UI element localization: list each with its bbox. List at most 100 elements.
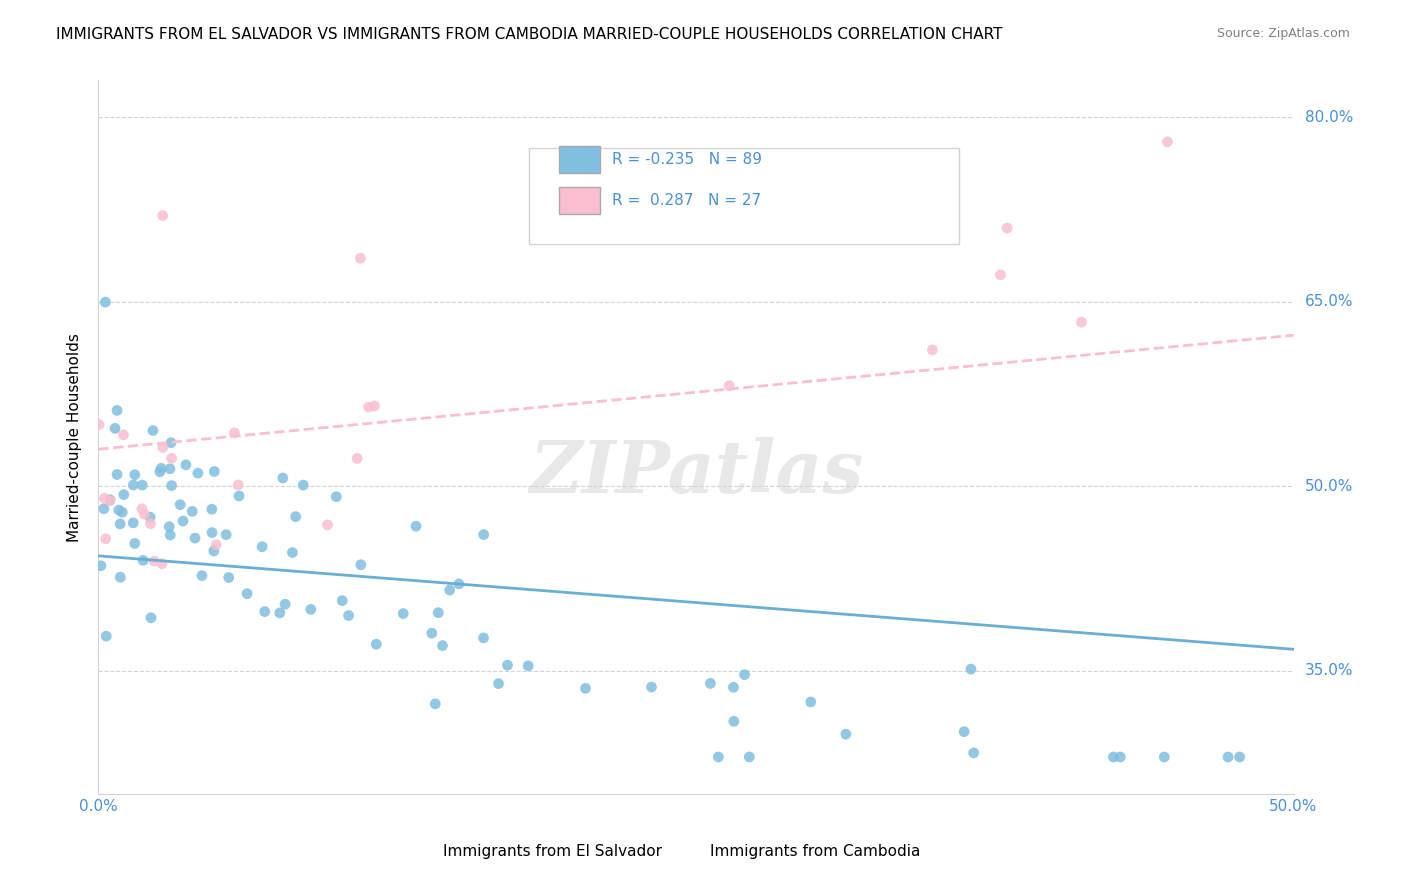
Immigrants from El Salvador — [800, 695, 823, 709]
FancyBboxPatch shape — [529, 148, 959, 244]
Immigrants from El Salvador — [574, 681, 596, 696]
Immigrants from El Salvador — [105, 467, 128, 482]
Immigrants from El Salvador — [960, 662, 983, 676]
Immigrants from Cambodia — [98, 494, 121, 508]
Immigrants from El Salvador — [202, 465, 225, 479]
Immigrants from El Salvador — [201, 525, 224, 540]
Immigrants from El Salvador — [160, 478, 183, 492]
Immigrants from El Salvador — [723, 681, 745, 695]
Immigrants from El Salvador — [184, 531, 207, 545]
Immigrants from Cambodia — [921, 343, 943, 357]
Immigrants from El Salvador — [110, 570, 132, 584]
Immigrants from El Salvador — [172, 514, 194, 528]
Immigrants from El Salvador — [112, 488, 135, 502]
Immigrants from El Salvador — [159, 462, 181, 476]
Immigrants from El Salvador — [139, 611, 162, 625]
Immigrants from El Salvador — [496, 658, 519, 673]
Immigrants from El Salvador — [281, 545, 304, 559]
Immigrants from El Salvador — [202, 544, 225, 558]
Immigrants from El Salvador — [472, 527, 495, 541]
Immigrants from El Salvador — [274, 597, 297, 611]
Immigrants from El Salvador — [253, 605, 276, 619]
Immigrants from El Salvador — [366, 637, 388, 651]
Immigrants from Cambodia — [205, 538, 228, 552]
Immigrants from El Salvador — [325, 490, 347, 504]
Immigrants from El Salvador — [98, 492, 121, 507]
Immigrants from El Salvador — [250, 540, 273, 554]
Immigrants from El Salvador — [131, 478, 153, 492]
Immigrants from Cambodia — [346, 451, 368, 466]
Text: Immigrants from El Salvador: Immigrants from El Salvador — [443, 844, 662, 859]
Immigrants from El Salvador — [271, 471, 294, 485]
Y-axis label: Married-couple Households: Married-couple Households — [67, 333, 83, 541]
Immigrants from El Salvador — [517, 658, 540, 673]
Text: R =  0.287   N = 27: R = 0.287 N = 27 — [613, 193, 762, 208]
Text: 65.0%: 65.0% — [1305, 294, 1353, 310]
Immigrants from Cambodia — [152, 209, 174, 223]
Immigrants from El Salvador — [699, 676, 721, 690]
Immigrants from Cambodia — [131, 502, 153, 516]
Immigrants from El Salvador — [218, 570, 240, 584]
Immigrants from Cambodia — [718, 378, 741, 392]
Immigrants from El Salvador — [111, 505, 134, 519]
Immigrants from El Salvador — [160, 435, 183, 450]
Immigrants from El Salvador — [439, 582, 461, 597]
Immigrants from Cambodia — [1156, 135, 1178, 149]
Immigrants from Cambodia — [112, 428, 135, 442]
Immigrants from El Salvador — [1109, 750, 1132, 764]
Text: 50.0%: 50.0% — [1305, 479, 1353, 494]
Immigrants from El Salvador — [734, 667, 756, 681]
Immigrants from Cambodia — [316, 517, 339, 532]
Immigrants from El Salvador — [108, 516, 131, 531]
Immigrants from El Salvador — [169, 498, 191, 512]
Bar — [558, 146, 600, 173]
Immigrants from Cambodia — [139, 516, 162, 531]
Immigrants from El Salvador — [124, 536, 146, 550]
Immigrants from El Salvador — [723, 714, 745, 729]
Immigrants from El Salvador — [124, 467, 146, 482]
Immigrants from El Salvador — [330, 593, 353, 607]
Immigrants from El Salvador — [157, 520, 180, 534]
Text: 35.0%: 35.0% — [1305, 664, 1353, 678]
Immigrants from El Salvador — [93, 501, 115, 516]
Immigrants from El Salvador — [159, 528, 181, 542]
Immigrants from El Salvador — [104, 421, 127, 435]
Text: IMMIGRANTS FROM EL SALVADOR VS IMMIGRANTS FROM CAMBODIA MARRIED-COUPLE HOUSEHOLD: IMMIGRANTS FROM EL SALVADOR VS IMMIGRANT… — [56, 27, 1002, 42]
Immigrants from El Salvador — [420, 626, 443, 640]
Immigrants from El Salvador — [963, 746, 986, 760]
Immigrants from El Salvador — [142, 424, 165, 438]
Bar — [725, 825, 748, 846]
Immigrants from Cambodia — [1070, 315, 1092, 329]
Immigrants from El Salvador — [953, 724, 976, 739]
Immigrants from El Salvador — [94, 295, 117, 310]
Immigrants from El Salvador — [107, 503, 129, 517]
Immigrants from Cambodia — [87, 417, 110, 432]
Immigrants from El Salvador — [122, 478, 145, 492]
Immigrants from El Salvador — [187, 466, 209, 480]
Immigrants from El Salvador — [488, 676, 510, 690]
Immigrants from El Salvador — [1102, 750, 1125, 764]
Immigrants from Cambodia — [357, 400, 380, 414]
Immigrants from Cambodia — [150, 557, 173, 571]
Immigrants from El Salvador — [405, 519, 427, 533]
Immigrants from El Salvador — [425, 697, 447, 711]
Immigrants from El Salvador — [392, 607, 415, 621]
Immigrants from El Salvador — [738, 750, 761, 764]
Immigrants from El Salvador — [236, 586, 259, 600]
Immigrants from Cambodia — [143, 554, 166, 568]
Text: Immigrants from Cambodia: Immigrants from Cambodia — [710, 844, 921, 859]
Immigrants from El Salvador — [191, 568, 214, 582]
Immigrants from El Salvador — [150, 461, 173, 475]
Immigrants from El Salvador — [337, 608, 360, 623]
Immigrants from El Salvador — [1153, 750, 1175, 764]
Immigrants from El Salvador — [427, 606, 450, 620]
Immigrants from Cambodia — [995, 221, 1018, 235]
Immigrants from El Salvador — [284, 509, 307, 524]
Immigrants from Cambodia — [224, 425, 246, 440]
Text: Source: ZipAtlas.com: Source: ZipAtlas.com — [1216, 27, 1350, 40]
Immigrants from El Salvador — [640, 680, 662, 694]
Immigrants from El Salvador — [181, 504, 204, 518]
Immigrants from El Salvador — [835, 727, 858, 741]
Immigrants from El Salvador — [139, 510, 162, 524]
Immigrants from El Salvador — [350, 558, 373, 572]
